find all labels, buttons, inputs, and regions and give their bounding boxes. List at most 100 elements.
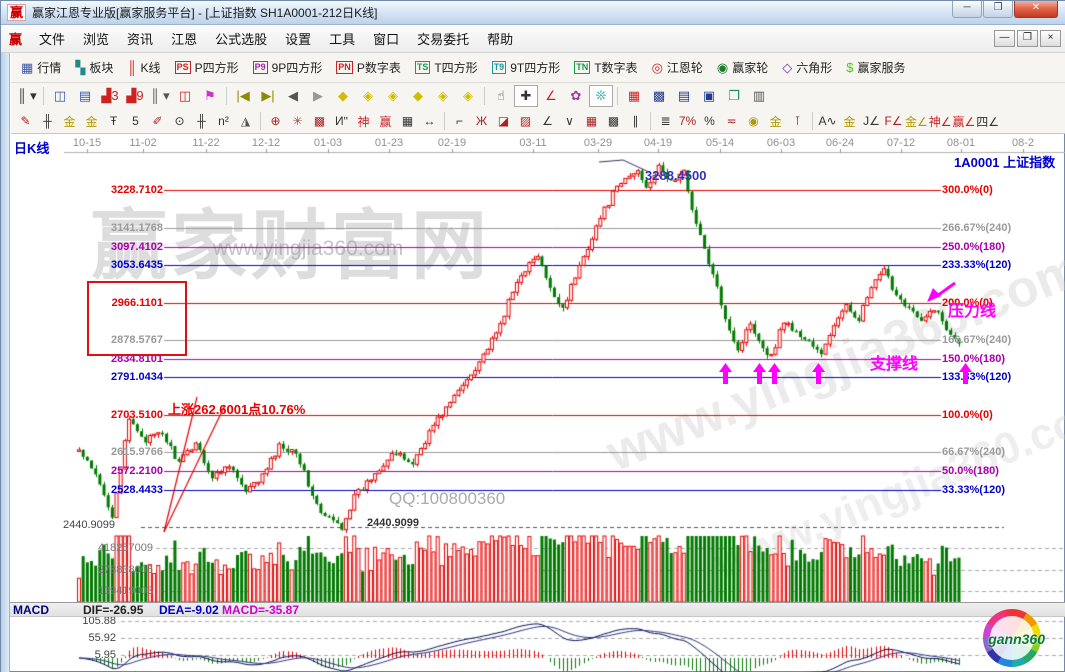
kline-style-dropdown[interactable]: ║ ▾: [17, 88, 37, 103]
angle-fan-tool[interactable]: ◮: [240, 114, 251, 128]
winner-service-button[interactable]: $ 赢家服务: [840, 57, 911, 78]
measure-tool[interactable]: ⊺: [794, 114, 801, 128]
info-note-icon[interactable]: ▤: [78, 88, 92, 103]
ma9-chart-icon[interactable]: ▟9: [126, 88, 144, 103]
menu-5[interactable]: 设置: [285, 32, 312, 47]
mdi-close-button[interactable]: ×: [1040, 30, 1061, 47]
window-grid-icon[interactable]: ◫: [53, 88, 67, 103]
percent-tool[interactable]: %: [704, 114, 715, 128]
menu-4[interactable]: 公式选股: [215, 32, 268, 47]
t-number-table-button[interactable]: TN T数字表: [568, 57, 643, 78]
menu-3[interactable]: 江恩: [171, 32, 198, 47]
v-line-tool[interactable]: ∨: [565, 114, 574, 128]
next-bar-button[interactable]: ▶: [313, 88, 323, 103]
maximize-button[interactable]: ❐: [983, 1, 1013, 18]
span-measure-tool[interactable]: ↔: [423, 114, 436, 128]
market-quotes-button[interactable]: ▦ 行情: [15, 57, 67, 78]
f-angle-tool[interactable]: F∠: [884, 114, 903, 128]
gann-diamond-1-button[interactable]: ◆: [338, 88, 348, 103]
wave-count-tool[interactable]: Иʺ: [335, 114, 348, 128]
gann-comb-tool[interactable]: ╫: [43, 114, 52, 128]
percent-7-tool[interactable]: 7%: [678, 114, 697, 128]
gann-diamond-2-button[interactable]: ◈: [363, 88, 373, 103]
gann-diamond-4-button[interactable]: ◆: [413, 88, 423, 103]
gold-circle-tool[interactable]: ◉: [748, 114, 759, 128]
four-angle-tool[interactable]: 四∠: [976, 114, 1000, 129]
menu-6[interactable]: 工具: [329, 32, 356, 47]
9p-square-button[interactable]: P9 9P四方形: [247, 57, 329, 78]
grid-box-tool[interactable]: ▩: [313, 114, 326, 128]
box-frame-tool[interactable]: ⌐: [455, 114, 463, 128]
p-number-table-button[interactable]: PN P数字表: [330, 57, 407, 78]
mdi-minimize-button[interactable]: —: [994, 30, 1015, 47]
save-icon[interactable]: ▣: [702, 88, 716, 103]
candle-width-dropdown[interactable]: ║ ▾: [150, 88, 170, 103]
menu-0[interactable]: 文件: [39, 32, 66, 47]
menu-8[interactable]: 交易委托: [417, 32, 470, 47]
gann-circle-tool[interactable]: ⊕: [270, 114, 281, 128]
grid-tool-b[interactable]: ▩: [607, 114, 620, 128]
star-tool[interactable]: ✳: [292, 114, 303, 128]
ruler-123-tool[interactable]: ≣: [660, 114, 671, 128]
flag-icon[interactable]: ⚑: [204, 88, 216, 103]
n-square-tool[interactable]: n²: [218, 114, 229, 128]
grid-tool-a[interactable]: ▦: [585, 114, 598, 128]
winner-wheel-button[interactable]: ◉ 赢家轮: [711, 57, 774, 78]
menu-2[interactable]: 资讯: [127, 32, 154, 47]
first-page-button[interactable]: |◀: [236, 88, 250, 103]
p-square-button[interactable]: PS P四方形: [169, 57, 245, 78]
prev-bar-button[interactable]: ◀: [288, 88, 298, 103]
brush-tool[interactable]: ✐: [152, 114, 163, 128]
mdi-restore-button[interactable]: ❐: [1017, 30, 1038, 47]
five-unit-tool[interactable]: 5: [132, 114, 139, 128]
menu-7[interactable]: 窗口: [373, 32, 400, 47]
pattern-window-icon[interactable]: ◫: [178, 88, 192, 103]
print-icon[interactable]: ▥: [752, 88, 766, 103]
percent-line-tool[interactable]: ≂: [726, 114, 737, 128]
menu-9[interactable]: 帮助: [487, 32, 514, 47]
hatch-box-tool[interactable]: ▨: [519, 114, 532, 128]
macd-pane-header[interactable]: MACD DIF=-26.95 DEA=-9.02 MACD=-35.87: [1, 602, 1065, 617]
time-cycle-tool[interactable]: ⊙: [174, 114, 185, 128]
pan-hand-button[interactable]: ☝: [497, 88, 505, 103]
gold-angle-tool[interactable]: 金∠: [905, 114, 928, 129]
copy-icon[interactable]: ❐: [728, 88, 740, 103]
t-bar-tool[interactable]: Ŧ: [109, 114, 118, 128]
minimize-button[interactable]: ─: [952, 1, 982, 18]
shen-angle-tool[interactable]: 神∠: [928, 114, 952, 129]
gold-gate-tool-1[interactable]: 金: [63, 114, 76, 129]
parallel-line-tool[interactable]: ∥: [632, 114, 639, 128]
wave-a-tool[interactable]: A∿: [818, 114, 837, 128]
t-square-button[interactable]: TS T四方形: [409, 57, 484, 78]
menu-1[interactable]: 浏览: [83, 32, 110, 47]
shen-square-tool[interactable]: 神: [357, 114, 370, 129]
gold-underline-tool[interactable]: 金: [843, 114, 856, 129]
ying-square-tool[interactable]: 赢: [379, 114, 392, 129]
gann-diamond-6-button[interactable]: ◈: [463, 88, 473, 103]
gann-diamond-3-button[interactable]: ◈: [388, 88, 398, 103]
gold-line-tool[interactable]: 金: [769, 114, 782, 129]
angle-line-tool[interactable]: ∠: [542, 114, 553, 128]
flower-tool-button[interactable]: ✿: [570, 88, 582, 103]
angle-measure-button[interactable]: ∠: [545, 88, 557, 103]
j-angle-tool[interactable]: J∠: [863, 114, 880, 128]
calendar-icon[interactable]: ▦: [627, 88, 641, 103]
crosshair-button[interactable]: ✚: [514, 85, 538, 107]
ying-angle-tool[interactable]: 赢∠: [952, 114, 976, 129]
comb-tool-2[interactable]: ╫: [197, 114, 206, 128]
9t-square-button[interactable]: T9 9T四方形: [486, 57, 567, 78]
gann-diamond-5-button[interactable]: ◈: [438, 88, 448, 103]
kline-button[interactable]: ║ K线: [121, 57, 166, 78]
ray-fan-tool[interactable]: Ж: [475, 114, 488, 128]
close-button[interactable]: ✕: [1014, 1, 1058, 18]
sectors-button[interactable]: ▚ 板块: [69, 57, 119, 78]
report-icon[interactable]: ▤: [677, 88, 691, 103]
spiral-tool-button[interactable]: ❊: [589, 85, 613, 107]
gold-gate-tool-2[interactable]: 金: [85, 114, 98, 129]
gann-wheel-button[interactable]: ◎ 江恩轮: [646, 57, 709, 78]
hexagon-button[interactable]: ◇ 六角形: [776, 57, 838, 78]
last-page-button[interactable]: ▶|: [261, 88, 275, 103]
pencil-tool[interactable]: ✎: [20, 114, 31, 128]
ma3-chart-icon[interactable]: ▟3: [101, 88, 119, 103]
shaded-box-tool[interactable]: ◪: [497, 114, 510, 128]
